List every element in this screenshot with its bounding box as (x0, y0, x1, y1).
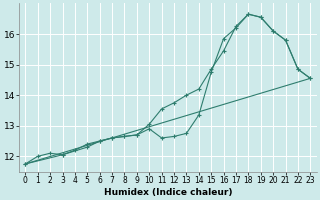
X-axis label: Humidex (Indice chaleur): Humidex (Indice chaleur) (104, 188, 232, 197)
